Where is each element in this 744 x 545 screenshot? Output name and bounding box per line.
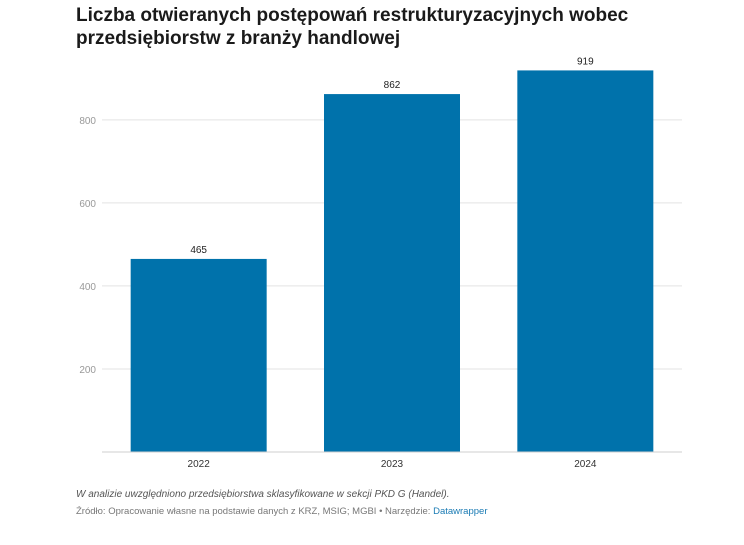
data-label-2024: 919: [577, 56, 594, 67]
datawrapper-link[interactable]: Datawrapper: [433, 506, 488, 517]
data-labels: 465 862 919: [190, 56, 594, 256]
y-axis-ticks: 200 400 600 800: [79, 116, 96, 376]
bar-2022: [130, 258, 267, 452]
data-label-2022: 465: [190, 245, 207, 256]
chart-note: W analizie uwzględniono przedsiębiorstwa…: [76, 489, 450, 500]
chart-footer: W analizie uwzględniono przedsiębiorstwa…: [76, 488, 716, 519]
data-label-2023: 862: [384, 80, 401, 91]
y-tick-label-400: 400: [79, 282, 96, 293]
source-text: Źródło: Opracowanie własne na podstawie …: [76, 506, 434, 517]
bars: [130, 70, 654, 452]
chart-title: Liczba otwieranych postępowań restruktur…: [76, 5, 629, 49]
y-tick-label-200: 200: [79, 365, 96, 376]
y-tick-label-800: 800: [79, 116, 96, 127]
y-tick-label-600: 600: [79, 199, 96, 210]
x-tick-label-2023: 2023: [381, 459, 404, 470]
x-tick-label-2022: 2022: [188, 459, 211, 470]
chart-source: Źródło: Opracowanie własne na podstawie …: [76, 505, 716, 519]
bar-2024: [517, 70, 654, 452]
bar-2023: [324, 94, 460, 452]
x-tick-label-2024: 2024: [574, 459, 597, 470]
x-axis-ticks: 2022 2023 2024: [188, 459, 597, 470]
